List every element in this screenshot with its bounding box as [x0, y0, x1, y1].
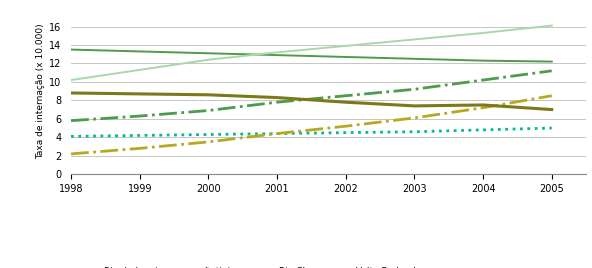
Y-axis label: Taxa de internação (x 10.000): Taxa de internação (x 10.000) [36, 23, 45, 159]
Legend: Rio de Janeiro, Médio Paraíba, Itatiaia, Resende, Rio Claro, Volta Redonda: Rio de Janeiro, Médio Paraíba, Itatiaia,… [76, 267, 422, 268]
